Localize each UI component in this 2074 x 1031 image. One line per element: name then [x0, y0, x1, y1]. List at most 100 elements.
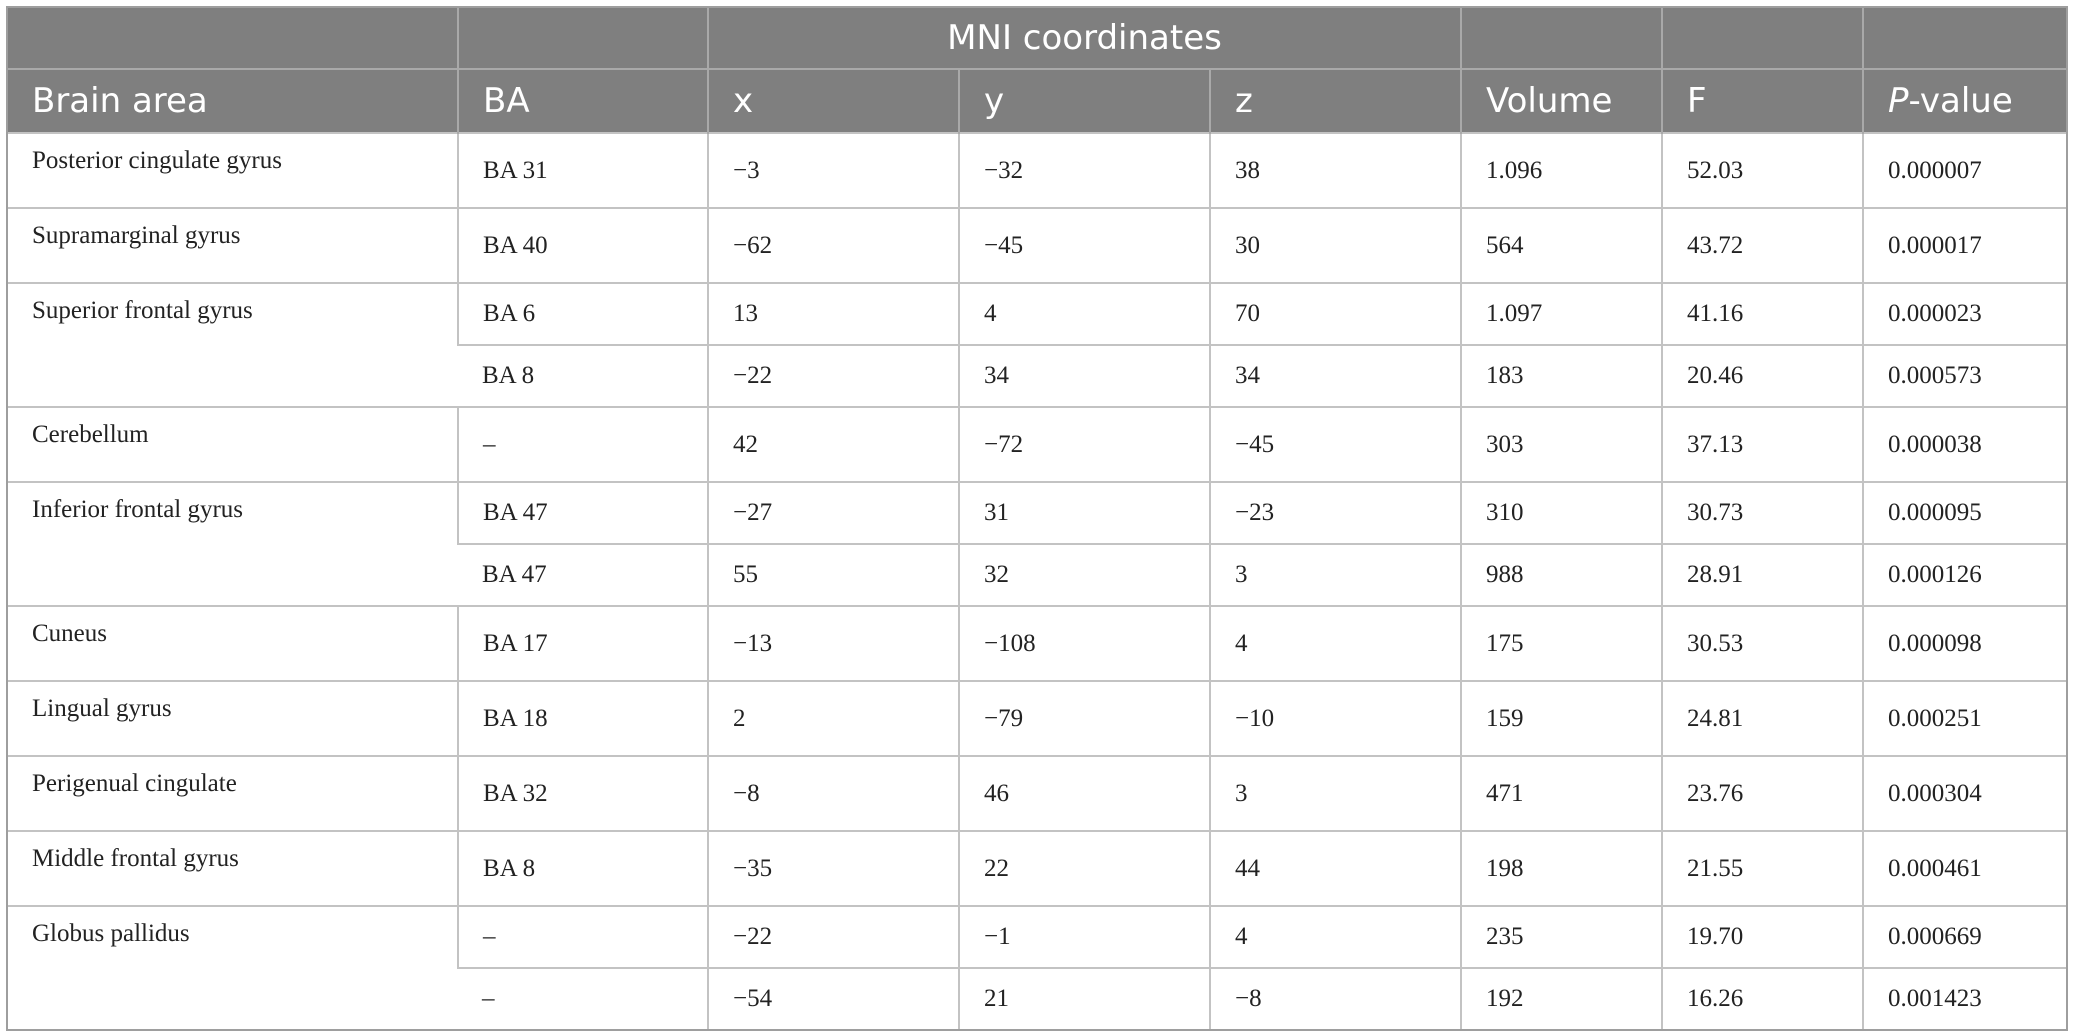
cell-y: 34 [958, 344, 1210, 407]
cell-f: 41.16 [1661, 282, 1863, 345]
cell-x: −22 [707, 344, 959, 407]
cell-volume: 175 [1460, 605, 1662, 681]
cell-x: 2 [707, 680, 959, 756]
cell-y: −72 [958, 406, 1210, 482]
cell-y: −45 [958, 207, 1210, 283]
cell-y: 46 [958, 755, 1210, 831]
cell-p-value: 0.000573 [1862, 344, 2066, 407]
cell-x: −54 [707, 967, 959, 1029]
cell-volume: 471 [1460, 755, 1662, 831]
cell-p-value: 0.000126 [1862, 543, 2066, 606]
cell-x: 55 [707, 543, 959, 606]
table-row: BA 8 −22 34 34 183 20.46 0.000573 [8, 344, 2066, 407]
cell-z: 4 [1209, 605, 1461, 681]
cell-brain-area: Perigenual cingulate [8, 755, 458, 831]
header-z: z [1209, 69, 1461, 133]
table-row: Cerebellum – 42 −72 −45 303 37.13 0.0000… [8, 406, 2066, 482]
cell-ba: BA 17 [457, 605, 708, 681]
cell-z: 3 [1209, 543, 1461, 606]
cell-p-value: 0.000304 [1862, 755, 2066, 831]
cell-ba: BA 8 [458, 344, 708, 407]
cell-f: 19.70 [1661, 905, 1863, 968]
cell-f: 37.13 [1661, 406, 1863, 482]
cell-z: −10 [1209, 680, 1461, 756]
cell-f: 28.91 [1661, 543, 1863, 606]
header-column-row: Brain area BA x y z Volume F P-value [8, 69, 2066, 133]
cell-z: −23 [1209, 481, 1461, 544]
cell-x: −8 [707, 755, 959, 831]
cell-f: 30.73 [1661, 481, 1863, 544]
cell-z: 70 [1209, 282, 1461, 345]
cell-x: −35 [707, 830, 959, 906]
cell-p-value: 0.000461 [1862, 830, 2066, 906]
cell-z: −45 [1209, 406, 1461, 482]
table-row: Middle frontal gyrus BA 8 −35 22 44 198 … [8, 830, 2066, 906]
header-group-blank [1460, 8, 1662, 70]
table-row: Perigenual cingulate BA 32 −8 46 3 471 2… [8, 755, 2066, 831]
cell-brain-area: Posterior cingulate gyrus [8, 132, 458, 208]
cell-f: 24.81 [1661, 680, 1863, 756]
header-group-row: MNI coordinates [8, 8, 2066, 70]
cell-p-value: 0.000251 [1862, 680, 2066, 756]
cell-y: 4 [958, 282, 1210, 345]
cell-z: 34 [1209, 344, 1461, 407]
cell-p-value: 0.000007 [1862, 132, 2066, 208]
cell-volume: 988 [1460, 543, 1662, 606]
cell-p-value: 0.000095 [1862, 481, 2066, 544]
cell-f: 23.76 [1661, 755, 1863, 831]
cell-ba: BA 47 [458, 543, 708, 606]
cell-f: 43.72 [1661, 207, 1863, 283]
cell-y: 31 [958, 481, 1210, 544]
header-group-blank [1862, 8, 2066, 70]
table-row: Superior frontal gyrus BA 6 13 4 70 1.09… [8, 282, 2066, 407]
table-row: Globus pallidus – −22 −1 4 235 19.70 0.0… [8, 905, 2066, 1029]
table-row: Inferior frontal gyrus BA 47 −27 31 −23 … [8, 481, 2066, 606]
cell-volume: 564 [1460, 207, 1662, 283]
cell-y: −1 [958, 905, 1210, 968]
cell-p-value: 0.000669 [1862, 905, 2066, 968]
cell-z: −8 [1209, 967, 1461, 1029]
header-ba: BA [457, 69, 708, 133]
cell-ba: – [457, 406, 708, 482]
cell-x: −22 [707, 905, 959, 968]
cell-ba: – [457, 905, 708, 968]
cell-p-value: 0.000038 [1862, 406, 2066, 482]
cell-z: 30 [1209, 207, 1461, 283]
cell-ba: BA 18 [457, 680, 708, 756]
cell-x: 42 [707, 406, 959, 482]
cell-y: 22 [958, 830, 1210, 906]
cell-volume: 235 [1460, 905, 1662, 968]
cell-x: −62 [707, 207, 959, 283]
results-table: MNI coordinates Brain area BA x y z Volu… [8, 8, 2066, 1029]
cell-brain-area: Lingual gyrus [8, 680, 458, 756]
cell-volume: 183 [1460, 344, 1662, 407]
results-table-container: MNI coordinates Brain area BA x y z Volu… [6, 6, 2068, 1031]
cell-volume: 303 [1460, 406, 1662, 482]
cell-x: −27 [707, 481, 959, 544]
cell-brain-area: Cuneus [8, 605, 458, 681]
cell-brain-area: Inferior frontal gyrus [8, 481, 458, 606]
header-p-letter: P [1888, 81, 1909, 121]
cell-ba: BA 47 [457, 481, 708, 544]
cell-volume: 310 [1460, 481, 1662, 544]
cell-f: 30.53 [1661, 605, 1863, 681]
header-volume: Volume [1460, 69, 1662, 133]
header-brain-area: Brain area [8, 69, 458, 133]
cell-brain-area: Globus pallidus [8, 905, 458, 1029]
cell-z: 3 [1209, 755, 1461, 831]
cell-y: −79 [958, 680, 1210, 756]
cell-f: 52.03 [1661, 132, 1863, 208]
table-row: Lingual gyrus BA 18 2 −79 −10 159 24.81 … [8, 680, 2066, 756]
cell-p-value: 0.000017 [1862, 207, 2066, 283]
header-p-suffix: -value [1908, 81, 2013, 121]
cell-brain-area: Middle frontal gyrus [8, 830, 458, 906]
cell-volume: 198 [1460, 830, 1662, 906]
cell-volume: 1.096 [1460, 132, 1662, 208]
cell-volume: 1.097 [1460, 282, 1662, 345]
header-x: x [707, 69, 959, 133]
cell-y: −108 [958, 605, 1210, 681]
cell-z: 4 [1209, 905, 1461, 968]
cell-f: 16.26 [1661, 967, 1863, 1029]
cell-brain-area: Cerebellum [8, 406, 458, 482]
header-group-blank [1661, 8, 1863, 70]
